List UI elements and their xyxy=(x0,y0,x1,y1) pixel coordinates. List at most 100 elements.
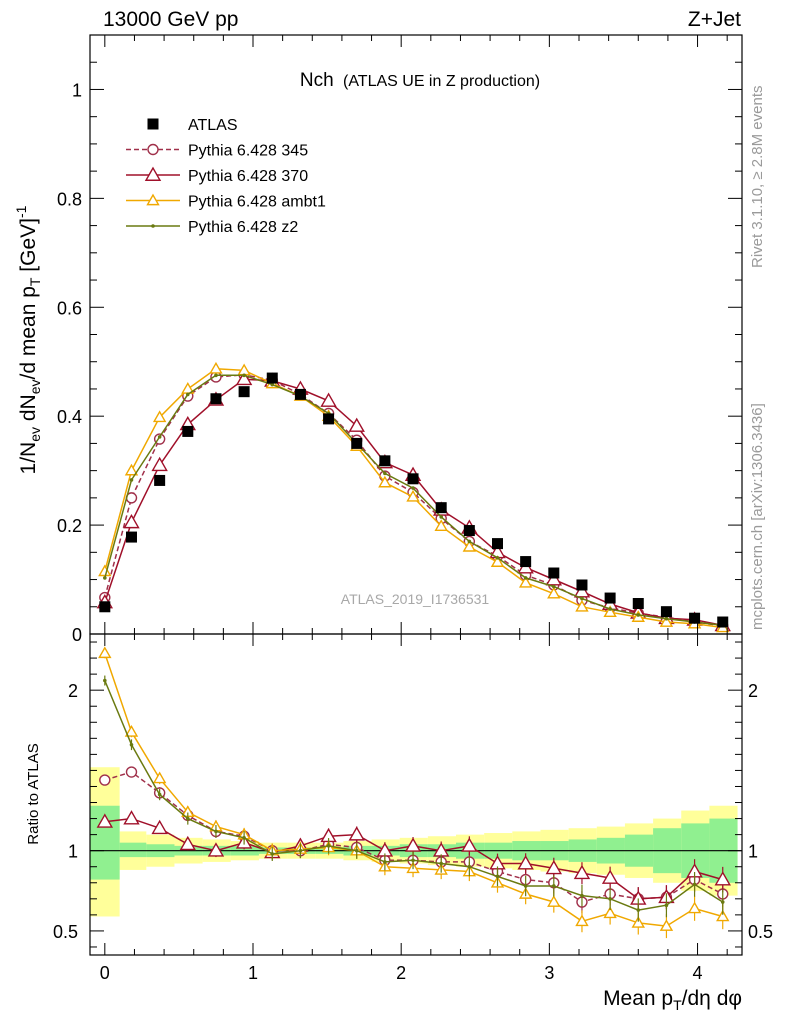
ratio-series-4-point xyxy=(186,816,190,821)
ratio-series-4-point xyxy=(720,900,725,904)
plot-title: Nch (ATLAS UE in Z production) xyxy=(300,70,540,91)
main-series-atlas-point xyxy=(632,598,644,610)
main-series-4-point xyxy=(523,576,528,580)
ratio-series-2-point xyxy=(348,826,365,841)
ratio-series-2-point xyxy=(461,837,478,852)
ratio-series-4-point xyxy=(411,858,415,863)
y-tick-label: 1 xyxy=(72,80,82,100)
main-series-4-point xyxy=(580,596,584,601)
ratio-series-4-point xyxy=(383,860,387,864)
main-series-3-point xyxy=(547,586,561,599)
main-plot: 0 0.2 0.4 0.6 0.8 1 Nch (ATLAS UE in Z produc… xyxy=(13,34,743,645)
main-series-atlas-point xyxy=(463,525,475,537)
main-series-atlas-point xyxy=(689,612,701,624)
ratio-y-axis-label: Ratio to ATLAS xyxy=(25,743,42,844)
main-series-atlas-point xyxy=(520,556,532,568)
ratio-y-tick-label: 2 xyxy=(68,681,78,701)
main-series-4-point xyxy=(552,584,556,589)
x-tick-label: 3 xyxy=(544,963,554,983)
ratio-series-4-point xyxy=(326,844,331,848)
ratio-series-3-point xyxy=(659,919,674,931)
legend-label: Pythia 6.428 370 xyxy=(188,168,308,185)
header-right: Z+Jet xyxy=(688,8,741,31)
main-series-atlas-point xyxy=(182,425,194,437)
main-series-4-point xyxy=(636,613,641,617)
ratio-plot-axes: 0 1 2 3 4 0.5 0.5 1 1 2 2 xyxy=(53,633,773,983)
main-series-atlas-point xyxy=(154,474,166,486)
ratio-y-tick-label-right: 0.5 xyxy=(748,922,773,942)
main-series-4-point xyxy=(439,515,443,519)
main-y-axis-label: 1/Nev dNev/d mean pT [GeV]-1 xyxy=(13,205,43,474)
main-series-3-point xyxy=(518,575,533,588)
main-series-4-point xyxy=(467,539,472,544)
main-series-atlas-point xyxy=(351,437,363,449)
ratio-series-4-point xyxy=(214,829,218,834)
main-series-4-point xyxy=(186,392,190,397)
ratio-series-4-point xyxy=(580,893,584,898)
main-series-atlas-point xyxy=(548,567,560,579)
main-series-3-point xyxy=(124,463,139,476)
main-series-3-point xyxy=(659,615,674,627)
main-series-4-point xyxy=(129,478,134,482)
x-axis-label: Mean pT/dη dφ xyxy=(603,987,742,1013)
main-series-4-point xyxy=(214,373,218,378)
legend-label: Pythia 6.428 ambt1 xyxy=(188,194,326,211)
main-series-3-point xyxy=(434,519,448,532)
main-series-atlas-point xyxy=(379,455,391,467)
legend-label: Pythia 6.428 z2 xyxy=(188,219,298,236)
legend-marker-atlas xyxy=(147,118,159,130)
ratio-series-1-point xyxy=(125,766,138,778)
main-series-2-point xyxy=(123,513,140,529)
main-series-atlas-point xyxy=(604,592,616,604)
main-series-3-point xyxy=(152,410,167,423)
main-series-3-point xyxy=(603,605,617,618)
main-series-3-point xyxy=(98,564,112,577)
ratio-series-3-point xyxy=(716,909,730,922)
main-series-2-point xyxy=(235,370,253,386)
ratio-series-2-point xyxy=(404,837,422,852)
ratio-y-tick-label-right: 2 xyxy=(748,681,758,701)
ratio-series-3-point xyxy=(98,646,112,659)
main-series-4-point xyxy=(157,435,162,439)
main-series-4-point xyxy=(664,616,669,621)
legend-marker xyxy=(147,143,159,156)
main-series-atlas-point xyxy=(266,372,278,384)
main-series-atlas-point xyxy=(717,616,729,628)
ratio-series-4-point xyxy=(523,884,528,888)
ratio-series-3-point xyxy=(603,906,617,919)
ratio-series-3-point xyxy=(631,915,645,928)
main-series-3-point xyxy=(575,599,589,612)
main-plot-marks xyxy=(96,361,731,633)
side-text-bottom: mcplots.cern.ch [arXiv:1306.3436] xyxy=(749,403,766,630)
main-series-3-point xyxy=(406,489,420,502)
main-series-atlas-point xyxy=(407,473,419,485)
ratio-plot-marks xyxy=(90,646,742,939)
ratio-series-4-point xyxy=(692,882,697,887)
ratio-series-3-line xyxy=(104,653,723,927)
ratio-series-4-point xyxy=(636,908,641,912)
ratio-series-2-point xyxy=(96,813,114,828)
ratio-series-2-point xyxy=(545,859,563,875)
main-series-atlas-point xyxy=(99,601,111,613)
main-series-4-point xyxy=(103,576,107,580)
ratio-series-4-point xyxy=(270,852,275,856)
main-series-4-point xyxy=(411,486,415,490)
ratio-series-3-point xyxy=(547,895,561,907)
ratio-series-2-point xyxy=(573,864,591,880)
ratio-series-4-point xyxy=(103,678,107,683)
ratio-plot-frame xyxy=(89,633,743,956)
ratio-series-2-point xyxy=(151,819,168,835)
main-series-atlas-point xyxy=(238,386,250,398)
main-series-atlas-point xyxy=(435,502,447,514)
main-series-3-point xyxy=(490,555,505,567)
main-series-2-point xyxy=(348,417,365,432)
main-series-1-line xyxy=(104,374,723,627)
ratio-series-4-point xyxy=(608,897,612,901)
legend: ATLAS Pythia 6.428 345 Pythia 6.428 370 Pyt… xyxy=(126,117,326,236)
legend-label: ATLAS xyxy=(188,117,238,134)
ratio-series-4-point xyxy=(439,861,443,866)
plot-title-main: Nch xyxy=(300,70,334,91)
main-series-2-point xyxy=(151,456,168,472)
ratio-series-2-point xyxy=(714,871,731,886)
